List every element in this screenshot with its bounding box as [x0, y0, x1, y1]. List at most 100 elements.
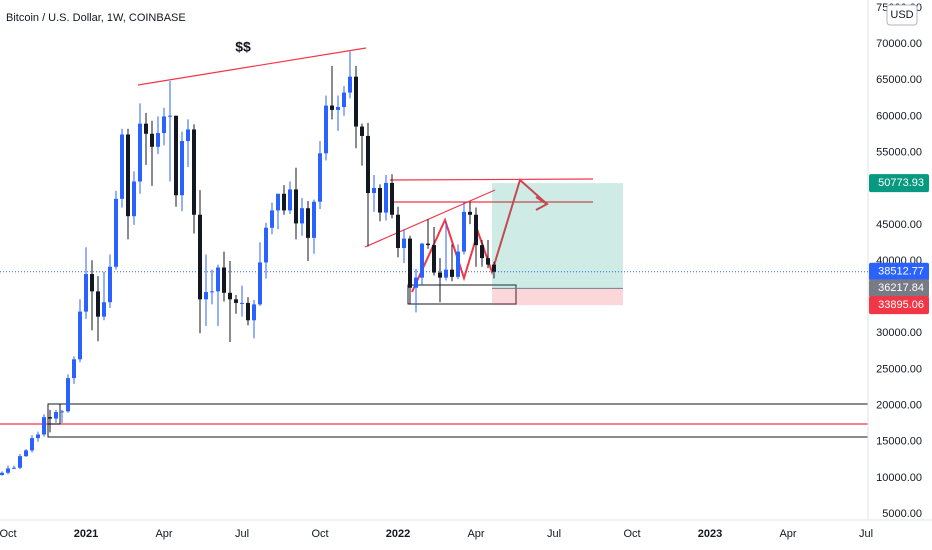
candle-body [354, 76, 358, 127]
drawings [0, 47, 869, 438]
y-tick-label: 60000.00 [876, 110, 922, 122]
candle-body [402, 238, 406, 248]
candle-body [42, 417, 46, 435]
candle-body [348, 76, 352, 93]
candle-body [210, 291, 214, 293]
candle-body [324, 105, 328, 154]
x-tick-label: Apr [779, 528, 796, 540]
y-tick-label: 25000.00 [876, 363, 922, 375]
candle-body [462, 211, 466, 252]
candle-body [294, 189, 298, 224]
x-tick-label: Oct [311, 528, 328, 540]
candle-body [36, 434, 40, 439]
y-tick-label: 5000.00 [882, 508, 922, 520]
trend-line [364, 189, 496, 248]
candle-body [282, 193, 286, 211]
candle-body [300, 208, 304, 224]
candle-body [336, 107, 340, 110]
x-tick-label: 2022 [386, 528, 410, 540]
candle-body [468, 211, 472, 215]
y-tick-label: 10000.00 [876, 472, 922, 484]
y-tick-label: 65000.00 [876, 74, 922, 86]
candle-body [144, 123, 148, 134]
candle-body [48, 417, 52, 419]
candle-body [180, 141, 184, 196]
candle-body [252, 304, 256, 321]
loss-zone [492, 288, 623, 306]
candle-body [186, 129, 190, 142]
x-tick-label: Apr [155, 528, 172, 540]
candle-body [378, 187, 382, 213]
chart-title: Bitcoin / U.S. Dollar, 1W, COINBASE [6, 12, 186, 24]
x-tick-label: 2021 [74, 528, 98, 540]
price-label-box [869, 174, 929, 193]
candle-body [150, 133, 154, 147]
candle-body [234, 299, 238, 303]
candle-body [288, 189, 292, 211]
candle-body [432, 245, 436, 273]
candle-body [30, 438, 34, 451]
candle-body [366, 135, 370, 194]
trend-line [137, 47, 367, 86]
currency: USD [890, 9, 913, 21]
box [407, 284, 517, 305]
price-label: 36217.84 [878, 282, 924, 294]
y-tick-label: 55000.00 [876, 146, 922, 158]
candle-body [96, 291, 100, 317]
candle-body [198, 214, 202, 300]
candle-body [420, 243, 424, 278]
candle-body [384, 182, 388, 213]
candle-body [456, 251, 460, 277]
candle-body [72, 359, 76, 379]
x-tick-label: Jul [859, 528, 873, 540]
candle-body [228, 292, 232, 300]
candle-body [54, 412, 58, 419]
candle-body [450, 269, 454, 277]
price-label: 50773.93 [878, 177, 924, 189]
x-tick-label: Oct [0, 528, 17, 540]
candle-body [474, 214, 478, 246]
annotation: $$ [235, 39, 251, 55]
price-label-box [869, 262, 929, 281]
candle-body [312, 201, 316, 238]
currency-box [886, 4, 918, 26]
x-tick-label: Jul [547, 528, 561, 540]
resistance-line [389, 178, 594, 181]
arrow-head [535, 196, 549, 211]
candle-body [120, 134, 124, 199]
candle-body [24, 450, 28, 457]
candle-body [60, 411, 64, 413]
candle-body [114, 198, 118, 267]
profit-zone [492, 183, 623, 289]
support-zone [47, 403, 869, 438]
price-label-box [869, 296, 929, 315]
price-label: 33895.06 [878, 299, 924, 311]
candle-body [78, 311, 82, 360]
candle-body [192, 129, 196, 215]
box [47, 403, 61, 425]
candle-body [222, 267, 226, 293]
candle-body [306, 208, 310, 238]
candle-body [342, 92, 346, 108]
candle-body [492, 264, 496, 272]
candle-body [318, 153, 322, 202]
candle-body [444, 269, 448, 278]
candle-body [240, 302, 244, 304]
candle-body [138, 123, 142, 182]
candle-body [132, 181, 136, 217]
candle-body [480, 245, 484, 259]
candle-body [390, 182, 394, 215]
candle-body [102, 302, 106, 317]
x-tick-label: Jul [235, 528, 249, 540]
candle-body [168, 115, 172, 117]
candle-body [12, 467, 16, 469]
candle-body [162, 116, 166, 134]
candle-body [270, 210, 274, 228]
candle-body [18, 456, 22, 468]
candle-body [174, 115, 178, 196]
price-label-box [869, 279, 929, 298]
candle-body [90, 274, 94, 292]
y-tick-label: 15000.00 [876, 436, 922, 448]
candle-body [0, 472, 4, 475]
